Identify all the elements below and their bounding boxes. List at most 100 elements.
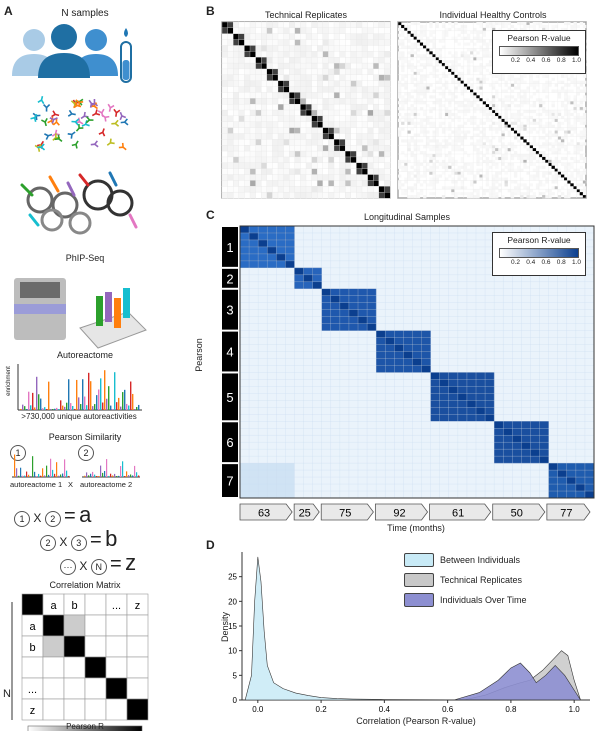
heat-cell — [566, 483, 576, 492]
heat-cell — [328, 21, 335, 29]
heat-cell — [445, 127, 449, 131]
heat-cell — [513, 104, 518, 108]
heat-cell — [504, 110, 508, 114]
heat-cell — [566, 462, 576, 471]
heat-cell — [576, 133, 580, 137]
heat-cell — [448, 98, 452, 102]
heat-cell — [401, 57, 405, 61]
heat-cell — [426, 145, 430, 149]
heat-cell — [438, 39, 443, 43]
heat-cell — [432, 148, 436, 152]
heat-cell — [413, 156, 417, 161]
heat-cell — [507, 162, 511, 166]
heat-cell — [413, 124, 417, 128]
heat-cell — [542, 124, 546, 128]
similarity-bar — [124, 475, 126, 477]
heat-cell — [333, 150, 340, 158]
heat-cell — [356, 62, 363, 70]
heat-cell — [317, 51, 324, 58]
heat-cell — [276, 253, 286, 262]
heat-cell — [249, 133, 256, 140]
heat-cell — [579, 121, 584, 125]
heat-cell — [277, 62, 284, 70]
heat-cell — [520, 177, 524, 181]
heat-cell — [530, 435, 540, 443]
heat-cell — [266, 80, 273, 87]
heat-cell — [517, 156, 521, 161]
month-value: 63 — [258, 508, 270, 520]
sequencer-illustration — [14, 278, 147, 349]
heat-cell — [350, 121, 357, 128]
similarity-bar — [48, 474, 50, 477]
heat-cell — [339, 316, 350, 324]
heat-cell — [521, 428, 531, 436]
heat-cell — [423, 83, 427, 87]
heat-cell — [473, 107, 477, 111]
similarity-bar — [50, 458, 52, 477]
heat-cell — [401, 165, 405, 169]
heat-cell — [328, 174, 335, 181]
heat-cell — [398, 80, 402, 84]
heat-cell — [333, 191, 340, 199]
heat-cell — [484, 379, 495, 387]
heat-cell — [426, 60, 430, 64]
heat-cell — [495, 74, 499, 78]
heat-cell — [255, 109, 262, 117]
heat-cell — [378, 68, 385, 76]
antibody-glyph — [80, 111, 89, 120]
heat-cell — [448, 68, 452, 73]
heat-cell — [311, 186, 318, 193]
heat-cell — [317, 150, 324, 158]
heat-cell — [345, 121, 352, 128]
heat-cell — [378, 103, 385, 111]
heat-cell — [539, 136, 543, 140]
heat-cell — [345, 51, 352, 58]
heat-cell — [255, 98, 262, 105]
heat-cell — [432, 89, 436, 93]
heat-cell — [283, 21, 290, 29]
heat-cell — [261, 127, 268, 134]
heat-cell — [345, 45, 352, 52]
heat-cell — [227, 45, 234, 52]
heat-cell — [432, 107, 436, 111]
heat-cell — [520, 80, 524, 84]
heat-cell — [345, 180, 352, 187]
heat-cell — [322, 86, 329, 93]
heat-cell — [548, 130, 552, 134]
heat-cell — [507, 189, 511, 193]
autoreactome-bar — [24, 406, 26, 410]
heat-cell — [285, 225, 295, 234]
heat-cell — [350, 74, 357, 82]
heat-cell — [239, 225, 250, 234]
heat-cell — [441, 45, 446, 49]
legend-d-swatch — [404, 593, 434, 607]
heat-cell — [361, 86, 368, 93]
heat-cell — [221, 92, 228, 99]
legend-c-title: Pearson R-value — [507, 235, 571, 245]
heat-cell — [470, 136, 474, 140]
heat-cell — [560, 145, 565, 149]
heat-cell — [356, 103, 363, 111]
heat-cell — [249, 156, 256, 164]
matrix-row-label: a — [29, 621, 36, 633]
heat-cell — [485, 118, 490, 122]
heat-cell — [255, 62, 262, 70]
heat-cell — [523, 74, 527, 78]
equation-3: ··· X N = z — [60, 550, 136, 576]
heat-cell — [249, 62, 256, 70]
heat-cell — [560, 162, 565, 166]
heat-cell — [322, 191, 329, 199]
heat-cell — [261, 21, 268, 29]
heat-cell — [272, 127, 279, 134]
heat-cell — [435, 86, 439, 90]
heat-cell — [429, 115, 433, 119]
autoreactome-bar — [40, 398, 42, 410]
heat-cell — [272, 133, 279, 140]
heat-cell — [545, 121, 549, 125]
similarity-bar — [102, 472, 104, 477]
heat-cell — [454, 127, 458, 131]
heat-cell — [404, 98, 408, 102]
heat-cell — [582, 95, 587, 99]
heat-cell — [249, 115, 256, 123]
heat-cell — [485, 177, 490, 181]
